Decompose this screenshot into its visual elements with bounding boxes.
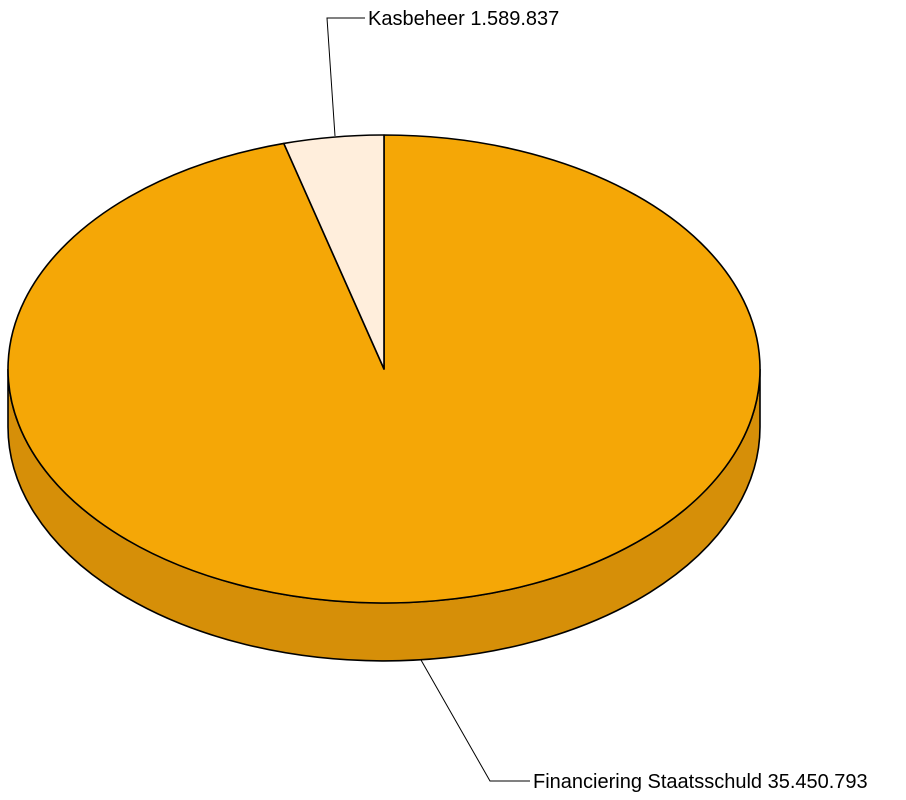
leader-line-kasbeheer	[326, 17, 365, 137]
leader-line-financiering-staatsschuld	[420, 659, 530, 782]
pie-label-kasbeheer: Kasbeheer 1.589.837	[368, 8, 559, 30]
pie-label-financiering-staatsschuld: Financiering Staatsschuld 35.450.793	[533, 771, 868, 793]
pie-slice-kasbeheer	[283, 134, 385, 370]
